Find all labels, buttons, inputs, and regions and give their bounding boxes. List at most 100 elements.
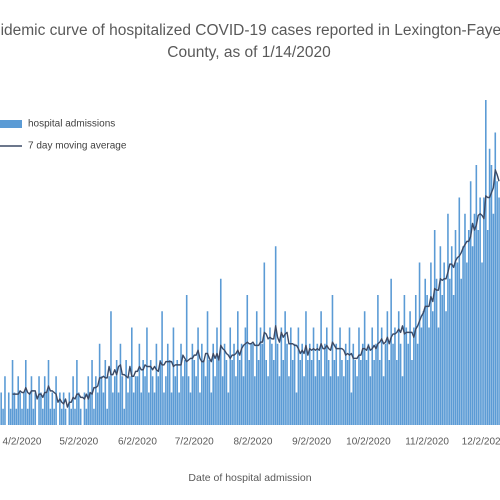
bar: [34, 392, 37, 425]
bar: [411, 360, 413, 425]
bar: [382, 376, 385, 425]
bar: [166, 343, 169, 425]
bar: [458, 197, 461, 425]
bar: [407, 343, 409, 425]
bar: [426, 295, 428, 425]
bar: [469, 181, 472, 425]
bar: [195, 376, 197, 425]
bar: [100, 376, 103, 425]
bar: [112, 392, 114, 425]
bar: [155, 343, 158, 425]
bar: [121, 376, 124, 425]
bar: [202, 360, 205, 425]
bar: [479, 197, 481, 425]
bar: [377, 295, 379, 425]
bar: [42, 408, 44, 425]
bar: [299, 360, 302, 425]
bar: [108, 376, 110, 425]
bar: [184, 360, 186, 425]
bar: [119, 343, 122, 425]
bar: [138, 343, 141, 425]
bar: [199, 392, 201, 425]
bar: [422, 311, 425, 425]
bar: [83, 392, 86, 425]
x-tick-label: 12/2/2020: [462, 437, 500, 448]
bar: [185, 295, 188, 425]
bar: [288, 376, 290, 425]
bar: [329, 376, 332, 425]
bar: [38, 376, 40, 425]
bar: [2, 408, 4, 425]
bar: [452, 295, 455, 425]
bar: [341, 360, 343, 425]
bar: [413, 327, 415, 425]
bar: [40, 392, 42, 425]
bar: [314, 376, 317, 425]
bar: [454, 230, 457, 425]
bar: [201, 343, 203, 425]
bar: [267, 376, 269, 425]
bar: [269, 327, 271, 425]
bar: [310, 360, 313, 425]
bar: [312, 327, 315, 425]
bar: [371, 327, 374, 425]
bar: [416, 343, 419, 425]
legend: hospital admissions 7 day moving average: [0, 119, 127, 152]
bar: [361, 343, 364, 425]
x-tick-label: 11/2/2020: [405, 437, 449, 448]
bar: [153, 392, 156, 425]
bar: [320, 311, 322, 425]
bar: [492, 213, 495, 425]
bar: [467, 230, 470, 425]
bar: [252, 343, 254, 425]
bar: [227, 392, 230, 425]
bar: [327, 360, 330, 425]
legend-swatch: [0, 120, 22, 128]
bar: [335, 343, 338, 425]
bar: [244, 327, 247, 425]
bar: [113, 376, 116, 425]
bar: [64, 408, 67, 425]
x-tick-label: 5/2/2020: [59, 437, 98, 448]
bar: [89, 392, 91, 425]
bar: [318, 360, 321, 425]
bar: [178, 392, 180, 425]
bar: [369, 376, 372, 425]
bar: [248, 360, 250, 425]
bar: [498, 197, 500, 425]
bar: [435, 278, 438, 425]
bar: [159, 360, 161, 425]
bar: [0, 392, 2, 425]
bar: [418, 262, 421, 425]
bar: [74, 408, 76, 425]
bar: [430, 262, 432, 425]
bar: [307, 360, 309, 425]
bar: [102, 392, 105, 425]
bar: [45, 392, 48, 425]
bar: [15, 408, 18, 425]
bar: [344, 343, 347, 425]
bar: [30, 376, 33, 425]
bar: [146, 327, 148, 425]
bar: [325, 327, 328, 425]
bar: [360, 360, 362, 425]
bar: [354, 360, 356, 425]
bar: [4, 376, 6, 425]
bar: [7, 392, 10, 425]
bar: [348, 327, 351, 425]
bar: [142, 360, 144, 425]
bar: [475, 165, 478, 425]
bar: [443, 262, 445, 425]
bar: [157, 376, 160, 425]
bar: [223, 343, 226, 425]
bar: [23, 392, 25, 425]
bar: [95, 376, 97, 425]
bar: [303, 376, 305, 425]
bar: [295, 392, 298, 425]
bar: [170, 392, 173, 425]
bar: [115, 360, 118, 425]
bar: [331, 295, 334, 425]
bar: [98, 343, 101, 425]
